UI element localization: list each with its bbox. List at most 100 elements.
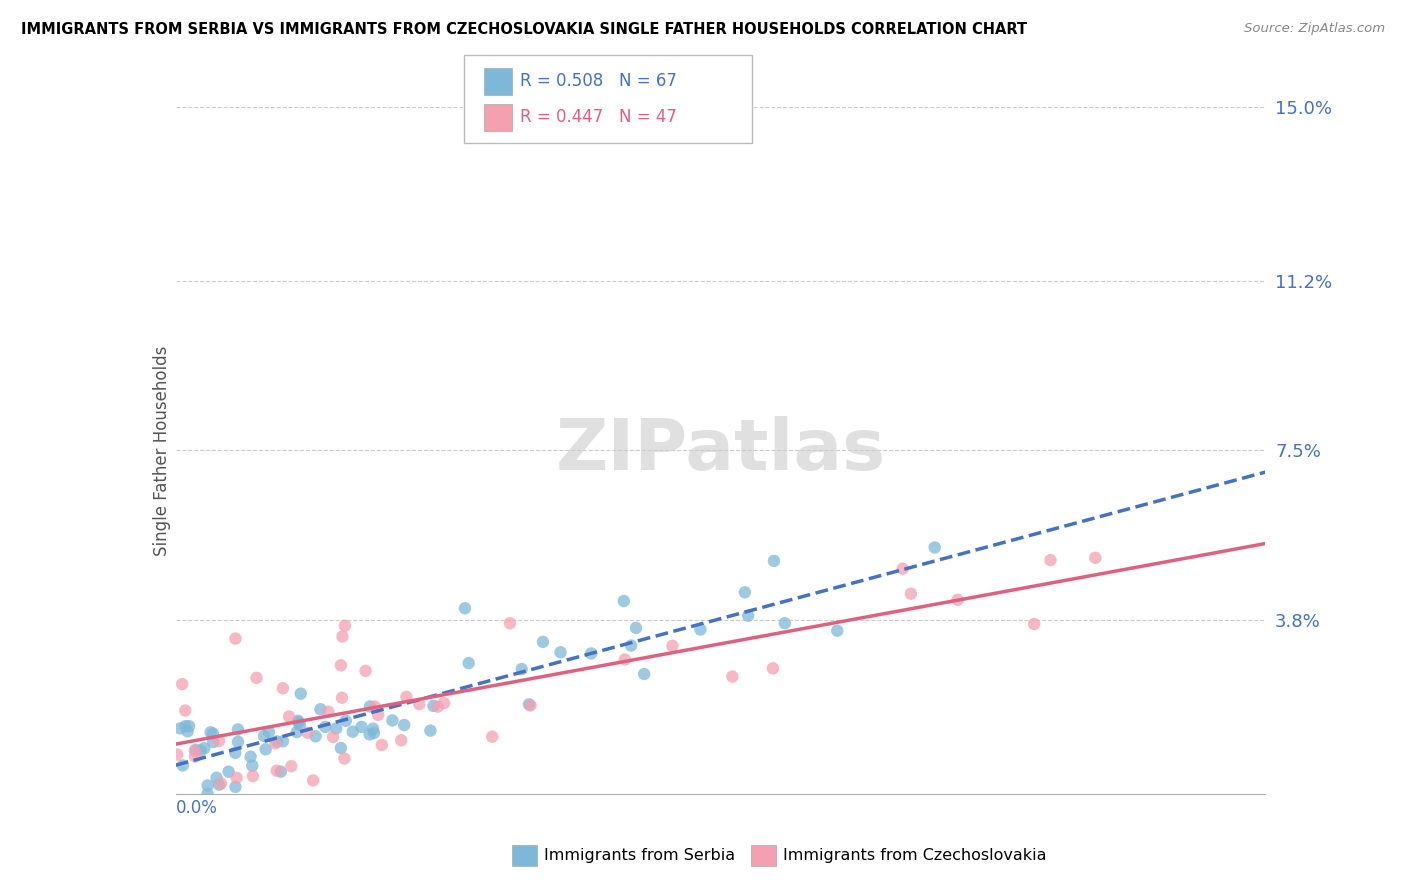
Point bbox=[257, 725, 280, 739]
Point bbox=[510, 662, 533, 676]
Point bbox=[531, 635, 554, 649]
Point bbox=[218, 764, 240, 779]
Point bbox=[304, 729, 326, 743]
Point bbox=[224, 746, 246, 760]
Text: IMMIGRANTS FROM SERBIA VS IMMIGRANTS FROM CZECHOSLOVAKIA SINGLE FATHER HOUSEHOLD: IMMIGRANTS FROM SERBIA VS IMMIGRANTS FRO… bbox=[21, 22, 1028, 37]
Point bbox=[254, 742, 277, 756]
Point bbox=[1084, 550, 1107, 565]
Point bbox=[454, 601, 477, 615]
Point bbox=[924, 541, 946, 555]
Point bbox=[329, 741, 352, 756]
Point bbox=[633, 667, 655, 681]
Point bbox=[176, 724, 198, 739]
Point bbox=[309, 702, 332, 716]
Point bbox=[174, 719, 197, 733]
Point bbox=[333, 751, 356, 765]
Point bbox=[278, 709, 301, 723]
Point bbox=[333, 618, 356, 632]
Point bbox=[172, 677, 194, 691]
Point bbox=[266, 734, 288, 748]
Y-axis label: Single Father Households: Single Father Households bbox=[153, 345, 172, 556]
Point bbox=[314, 720, 336, 734]
Point bbox=[224, 632, 246, 646]
Point bbox=[205, 771, 228, 785]
Point bbox=[322, 730, 344, 744]
Point bbox=[359, 727, 381, 741]
Point bbox=[239, 749, 262, 764]
Point bbox=[169, 722, 191, 736]
Point bbox=[825, 624, 848, 638]
Point bbox=[363, 726, 385, 740]
Point bbox=[184, 744, 207, 758]
Point bbox=[190, 743, 212, 757]
Point bbox=[364, 699, 387, 714]
Point bbox=[1039, 553, 1062, 567]
Point bbox=[734, 585, 756, 599]
Text: R = 0.447   N = 47: R = 0.447 N = 47 bbox=[520, 109, 678, 127]
Point bbox=[519, 698, 541, 713]
Point bbox=[661, 639, 683, 653]
Point bbox=[297, 725, 319, 739]
Point bbox=[318, 705, 340, 719]
Point bbox=[1024, 617, 1046, 632]
Point bbox=[773, 616, 796, 631]
Point bbox=[330, 690, 353, 705]
Point bbox=[689, 623, 711, 637]
Point bbox=[624, 621, 647, 635]
Point bbox=[359, 699, 381, 714]
Point bbox=[184, 743, 207, 757]
Point bbox=[579, 647, 602, 661]
Point bbox=[613, 652, 636, 666]
Point bbox=[184, 749, 207, 764]
Point bbox=[202, 735, 225, 749]
Point bbox=[225, 771, 247, 785]
Point bbox=[419, 723, 441, 738]
Point bbox=[226, 735, 249, 749]
Point bbox=[197, 787, 219, 801]
Point bbox=[329, 658, 352, 673]
Text: 0.0%: 0.0% bbox=[176, 799, 218, 817]
Point bbox=[288, 718, 311, 732]
Point bbox=[208, 778, 231, 792]
Point bbox=[271, 681, 294, 696]
Point bbox=[177, 719, 200, 733]
Point bbox=[287, 715, 309, 730]
Point bbox=[332, 630, 354, 644]
Text: ZIPatlas: ZIPatlas bbox=[555, 416, 886, 485]
Point bbox=[946, 592, 969, 607]
Point bbox=[290, 687, 312, 701]
Point bbox=[900, 587, 922, 601]
Point bbox=[325, 722, 347, 736]
Point bbox=[517, 698, 540, 712]
Point bbox=[762, 661, 785, 675]
Point bbox=[224, 780, 246, 794]
Point bbox=[354, 664, 377, 678]
Point bbox=[367, 707, 389, 722]
Point bbox=[342, 724, 364, 739]
Point bbox=[245, 671, 267, 685]
Point bbox=[335, 714, 357, 728]
Text: Source: ZipAtlas.com: Source: ZipAtlas.com bbox=[1244, 22, 1385, 36]
Point bbox=[174, 704, 197, 718]
Point bbox=[266, 764, 288, 778]
Point bbox=[550, 645, 572, 659]
Point bbox=[721, 669, 744, 683]
Point bbox=[201, 726, 224, 740]
Point bbox=[172, 758, 194, 772]
Point bbox=[392, 718, 415, 732]
Point bbox=[166, 747, 188, 762]
Point bbox=[271, 734, 294, 748]
Point bbox=[361, 722, 384, 736]
Text: Immigrants from Serbia: Immigrants from Serbia bbox=[544, 848, 735, 863]
Point bbox=[209, 776, 232, 790]
Point bbox=[457, 656, 479, 670]
Point bbox=[762, 554, 785, 568]
Point bbox=[620, 639, 643, 653]
Text: R = 0.508   N = 67: R = 0.508 N = 67 bbox=[520, 72, 678, 90]
Point bbox=[270, 764, 292, 779]
Point bbox=[226, 723, 249, 737]
Point bbox=[280, 759, 302, 773]
Point bbox=[422, 698, 444, 713]
Point bbox=[264, 736, 287, 750]
Text: Immigrants from Czechoslovakia: Immigrants from Czechoslovakia bbox=[783, 848, 1046, 863]
